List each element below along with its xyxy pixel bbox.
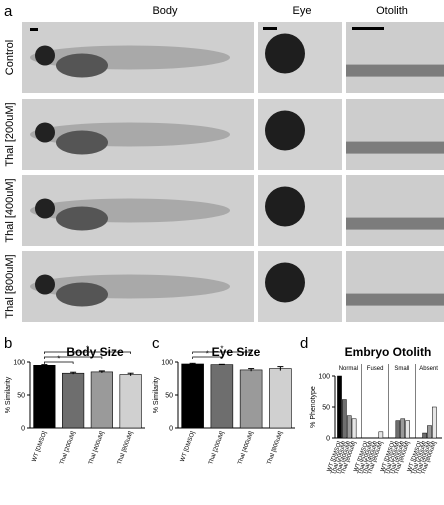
- bar: [269, 368, 292, 429]
- significance-label: *: [72, 350, 75, 359]
- y-axis-label: % Similarity: [5, 376, 12, 413]
- significance-label: *: [206, 350, 209, 359]
- row-label: Thal [200uM]: [4, 102, 16, 166]
- bar: [427, 425, 432, 439]
- bar: [346, 415, 352, 439]
- bar: [33, 364, 56, 429]
- column-header: Eye: [293, 5, 312, 17]
- eye: [265, 186, 305, 227]
- y-tick-label: 50: [322, 405, 330, 412]
- otolith-band: [346, 141, 444, 154]
- y-axis-label: % Phenotype: [310, 386, 317, 428]
- bar: [239, 369, 263, 429]
- significance-bracket: [192, 351, 252, 354]
- significance-bracket: [192, 356, 223, 359]
- bar: [90, 371, 113, 429]
- group-label: Absent: [419, 366, 438, 372]
- otolith-band: [346, 64, 444, 77]
- bar: [351, 418, 357, 439]
- y-tick-label: 100: [13, 360, 25, 367]
- fish-eye: [35, 122, 55, 143]
- y-tick-label: 0: [326, 436, 330, 443]
- row-label: Control: [4, 40, 16, 75]
- significance-label: *: [57, 355, 60, 364]
- bar: [422, 432, 427, 439]
- significance-bracket: [44, 351, 131, 354]
- otolith-band: [346, 293, 444, 306]
- bar: [119, 374, 142, 429]
- significance-label: *: [86, 345, 89, 354]
- bar: [342, 399, 347, 439]
- scale-bar: [263, 27, 277, 30]
- fish-eye: [35, 274, 55, 295]
- panel-label: b: [4, 335, 12, 352]
- fish-yolk: [56, 53, 108, 78]
- eye: [265, 33, 305, 74]
- scale-bar: [30, 28, 38, 31]
- group-label: Small: [394, 366, 409, 372]
- y-tick-label: 50: [165, 393, 173, 400]
- bar: [378, 431, 384, 439]
- bar: [432, 406, 437, 439]
- panel-label: c: [152, 335, 160, 352]
- otolith-band: [346, 217, 444, 230]
- y-axis-label: % Similarity: [153, 376, 160, 413]
- eye: [265, 262, 305, 303]
- fish-yolk: [56, 282, 108, 307]
- y-tick-label: 50: [17, 393, 25, 400]
- y-tick-label: 100: [318, 374, 330, 381]
- fish-eye: [35, 45, 55, 66]
- significance-bracket: [44, 361, 74, 364]
- bar: [337, 375, 342, 439]
- otolith-photo: [346, 251, 444, 322]
- significance-bracket: [44, 356, 103, 359]
- panel-label: d: [300, 335, 308, 352]
- panel-label: a: [4, 3, 13, 20]
- fish-yolk: [56, 206, 108, 231]
- bar: [400, 418, 406, 439]
- y-tick-label: 0: [169, 426, 173, 433]
- group-label: Fused: [367, 366, 384, 372]
- column-header: Body: [152, 5, 178, 17]
- fish-eye: [35, 198, 55, 219]
- photo-grid: Control Thal [200uM] Thal [400uM] Thal [800…: [4, 22, 444, 322]
- column-header: Otolith: [376, 5, 408, 17]
- scale-bar: [352, 27, 384, 30]
- significance-label: *: [220, 345, 223, 354]
- row-label: Thal [800uM]: [4, 254, 16, 318]
- bar: [210, 364, 234, 429]
- bar: [181, 363, 204, 429]
- group-label: Normal: [339, 366, 358, 372]
- otolith-photo: [346, 175, 444, 246]
- otolith-photo: [346, 99, 444, 170]
- chart-title: Embryo Otolith: [345, 345, 432, 359]
- bar: [62, 372, 85, 429]
- bar: [395, 420, 401, 439]
- eye: [265, 110, 305, 151]
- row-label: Thal [400uM]: [4, 178, 16, 242]
- y-tick-label: 0: [21, 426, 25, 433]
- bar: [405, 420, 410, 439]
- otolith-photo: [346, 22, 444, 93]
- y-tick-label: 100: [161, 360, 173, 367]
- fish-yolk: [56, 130, 108, 155]
